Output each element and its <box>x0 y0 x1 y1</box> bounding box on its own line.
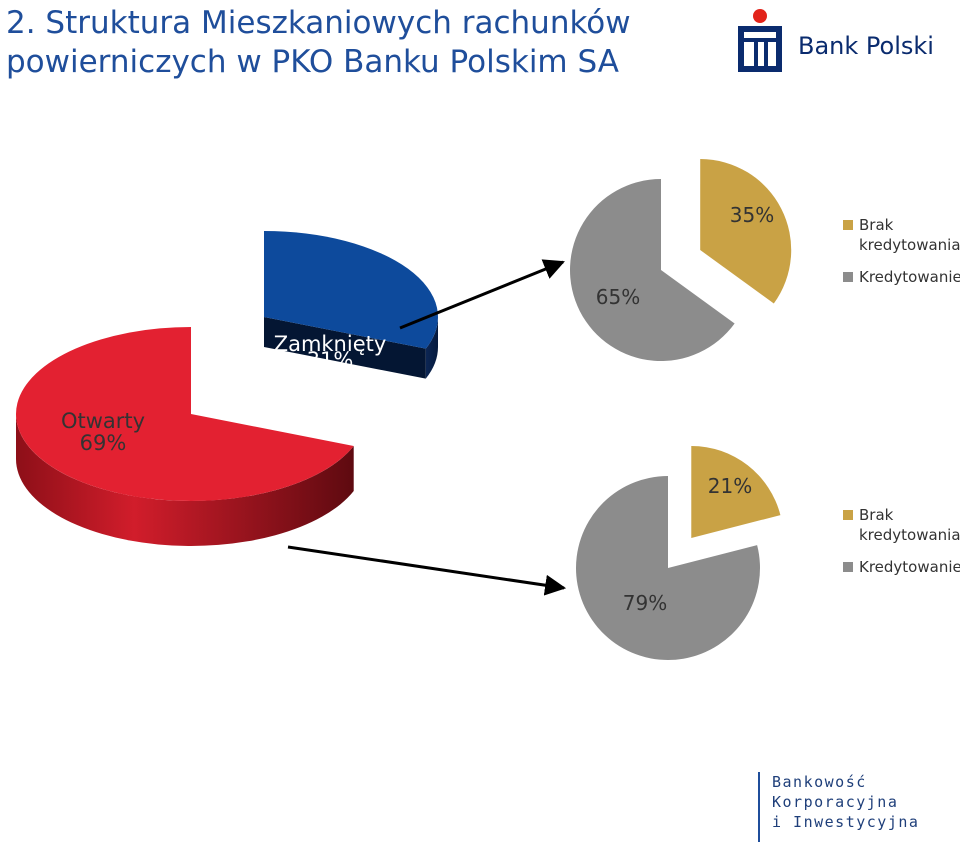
pie-slice-face <box>264 317 426 379</box>
pie-chart-closed-accounts: 79% 21% Brak kredytowania Kredytowanie <box>576 445 960 660</box>
title-line-1: 2. Struktura Mieszkaniowych rachunków <box>6 5 631 41</box>
slice-label: Otwarty <box>61 409 145 433</box>
legend-label: Kredytowanie <box>859 558 960 576</box>
footer-line-3: i Inwestycyjna <box>772 813 920 831</box>
legend-label: kredytowania <box>859 526 960 544</box>
pie-chart-open-accounts: 65% 35% Brak kredytowania Kredytowanie <box>570 159 960 361</box>
legend-swatch <box>843 562 853 572</box>
footer-tagline: Bankowość Korporacyjna i Inwestycyjna <box>758 772 940 842</box>
slice-label: Zamknięty <box>274 332 387 356</box>
footer-line-1: Bankowość <box>772 773 867 791</box>
pie-slice <box>691 445 781 538</box>
slice-value-label: 31% <box>307 348 354 372</box>
legend-swatch <box>843 272 853 282</box>
bank-logo: Bank Polski <box>736 8 946 78</box>
pko-emblem-icon <box>738 9 782 72</box>
pie-slice-side <box>16 414 354 546</box>
slice-value-label: 35% <box>730 203 774 227</box>
arrow-to-bottom-pie <box>287 545 567 596</box>
bank-name: Bank Polski <box>798 32 934 60</box>
legend-label: kredytowania <box>859 236 960 254</box>
title-line-2: powierniczych w PKO Banku Polskim SA <box>6 44 619 80</box>
legend-label: Brak <box>859 216 894 234</box>
arrow-to-top-pie <box>399 259 565 330</box>
pie-slice <box>16 327 354 501</box>
legend-label: Kredytowanie <box>859 268 960 286</box>
legend-swatch <box>843 220 853 230</box>
pie-slice <box>700 159 792 304</box>
slice-value-label: 79% <box>623 591 667 615</box>
page-title: 2. Struktura Mieszkaniowych rachunków po… <box>6 4 646 82</box>
slice-value-label: 21% <box>708 474 752 498</box>
slice-value-label: 69% <box>80 431 127 455</box>
slice-value-label: 65% <box>596 285 640 309</box>
pie-slice <box>576 476 760 660</box>
legend-swatch <box>843 510 853 520</box>
pie-slice-side <box>425 317 438 379</box>
footer-line-2: Korporacyjna <box>772 793 899 811</box>
pie-slice <box>570 179 735 361</box>
pie-slice <box>264 231 438 349</box>
legend-label: Brak <box>859 506 894 524</box>
